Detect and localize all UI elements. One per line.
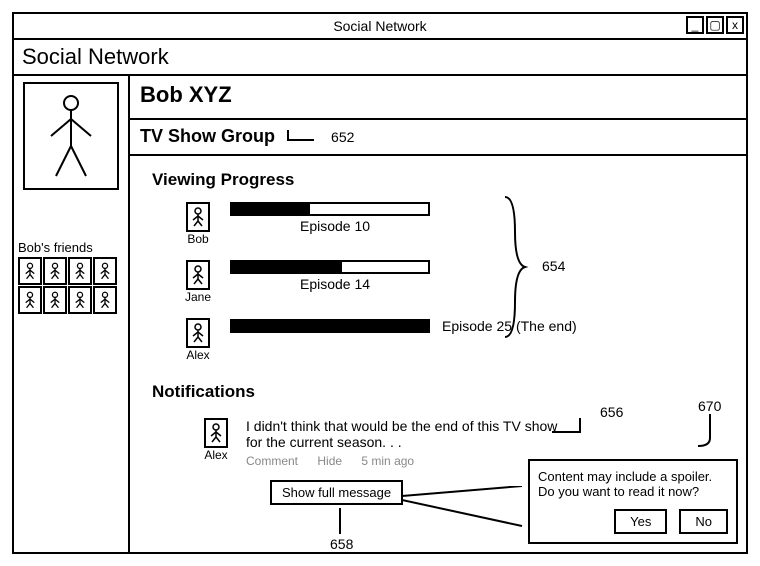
friends-grid	[18, 257, 124, 314]
progress-bar	[230, 260, 430, 274]
progress-user-name: Jane	[185, 290, 211, 304]
connector-icon	[690, 412, 730, 452]
callout-lines-icon	[402, 486, 532, 536]
friend-avatar[interactable]	[68, 257, 92, 285]
progress-user-name: Bob	[187, 232, 208, 246]
progress-user-name: Alex	[186, 348, 209, 362]
progress-user-avatar[interactable]: Alex	[178, 318, 218, 362]
show-full-message-button[interactable]: Show full message	[270, 480, 403, 505]
progress-bar	[230, 202, 430, 216]
progress-bar	[230, 319, 430, 333]
timestamp: 5 min ago	[361, 454, 414, 468]
ref-label-654: 654	[542, 258, 565, 274]
sidebar: Bob's friends	[14, 76, 130, 552]
progress-row: AlexEpisode 25 (The end)	[178, 318, 746, 362]
no-button[interactable]: No	[679, 509, 728, 534]
episode-label: Episode 10	[300, 218, 430, 234]
person-icon	[209, 423, 223, 443]
friend-avatar[interactable]	[93, 257, 117, 285]
hide-link[interactable]: Hide	[317, 454, 342, 468]
connector-icon	[550, 414, 600, 444]
group-title: TV Show Group	[140, 126, 275, 146]
ref-label-658: 658	[330, 536, 353, 552]
person-icon	[41, 91, 101, 181]
notif-avatar[interactable]: Alex	[196, 418, 236, 468]
maximize-button[interactable]: ▢	[706, 16, 724, 34]
progress-user-avatar[interactable]: Bob	[178, 202, 218, 246]
connector-icon	[286, 126, 326, 148]
main-content: Bob XYZ TV Show Group 652 Viewing Progre…	[130, 76, 746, 552]
friend-avatar[interactable]	[18, 257, 42, 285]
app-header: Social Network	[14, 40, 746, 76]
window-title: Social Network	[14, 18, 746, 34]
minimize-button[interactable]: _	[686, 16, 704, 34]
friend-avatar[interactable]	[68, 286, 92, 314]
window-controls: _ ▢ x	[686, 16, 744, 34]
profile-picture[interactable]	[23, 82, 119, 190]
viewing-progress-heading: Viewing Progress	[130, 156, 746, 202]
ref-label-652: 652	[331, 129, 354, 145]
friends-heading: Bob's friends	[18, 240, 124, 255]
yes-button[interactable]: Yes	[614, 509, 667, 534]
notif-user-name: Alex	[204, 448, 227, 462]
group-title-bar: TV Show Group 652	[130, 118, 746, 156]
body-area: Bob's friends Bob XYZ TV Show Group 652 …	[14, 76, 746, 552]
spoiler-dialog: Content may include a spoiler. Do you wa…	[528, 459, 738, 544]
profile-name: Bob XYZ	[130, 76, 746, 118]
friend-avatar[interactable]	[43, 286, 67, 314]
notifications-heading: Notifications	[130, 376, 746, 414]
friend-avatar[interactable]	[18, 286, 42, 314]
app-window: Social Network _ ▢ x Social Network Bob'…	[12, 12, 748, 554]
progress-row: Bob Episode 10	[178, 202, 746, 246]
close-button[interactable]: x	[726, 16, 744, 34]
notif-message: I didn't think that would be the end of …	[246, 418, 566, 450]
progress-row: Jane Episode 14	[178, 260, 746, 304]
episode-label: Episode 14	[300, 276, 430, 292]
friend-avatar[interactable]	[93, 286, 117, 314]
ref-label-670: 670	[698, 398, 721, 414]
spoiler-text: Content may include a spoiler. Do you wa…	[538, 469, 728, 499]
brace-icon	[500, 192, 540, 342]
friend-avatar[interactable]	[43, 257, 67, 285]
titlebar: Social Network _ ▢ x	[14, 14, 746, 40]
ref-label-656: 656	[600, 404, 623, 420]
notif-actions: Comment Hide 5 min ago	[246, 454, 566, 468]
viewing-progress-list: Bob Episode 10 Jane Episode 14 AlexEpisode 2…	[130, 202, 746, 362]
progress-user-avatar[interactable]: Jane	[178, 260, 218, 304]
comment-link[interactable]: Comment	[246, 454, 298, 468]
